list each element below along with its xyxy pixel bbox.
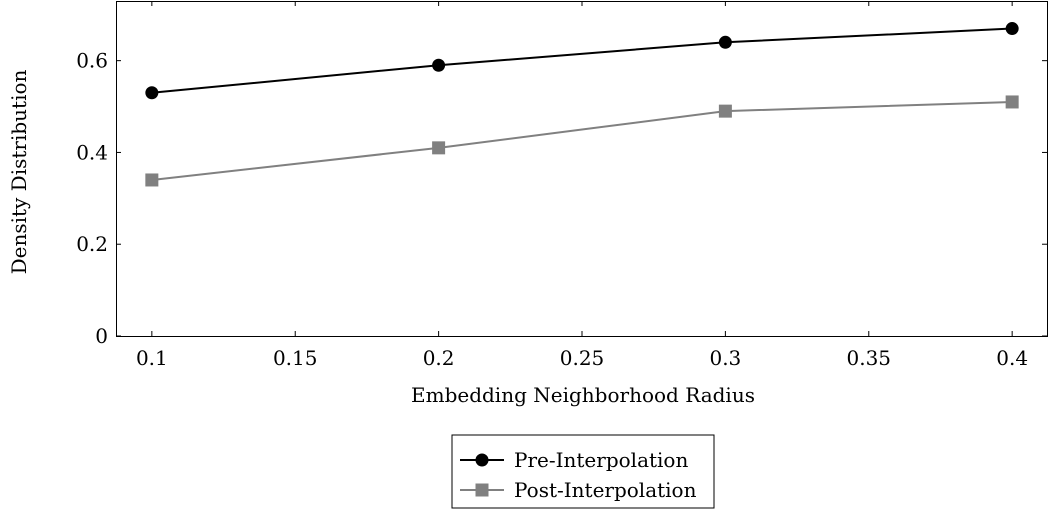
series-line-post-interpolation (151, 100, 1013, 181)
data-point-post-interpolation (432, 141, 446, 155)
legend-marker-post-interpolation (475, 483, 489, 497)
legend-entries: Pre-Interpolation Post-Interpolation (460, 448, 697, 502)
series-line-pre-interpolation (151, 27, 1013, 94)
legend: Pre-Interpolation Post-Interpolation (451, 434, 715, 509)
legend-box (451, 434, 715, 509)
plot-area: 0.1 0.15 0.2 0.25 0.3 0.35 0.4 0 0.2 0.4 0.6 (76, 1, 1048, 370)
x-tick-label: 0.25 (560, 346, 605, 370)
legend-label-pre-interpolation: Pre-Interpolation (514, 448, 688, 472)
x-tick-label: 0.1 (136, 346, 168, 370)
data-point-pre-interpolation (1005, 22, 1019, 36)
data-point-pre-interpolation (432, 58, 446, 72)
x-tick-label: 0.4 (996, 346, 1028, 370)
x-axis-title: Embedding Neighborhood Radius (411, 383, 755, 407)
y-axis-title: Density Distribution (7, 69, 31, 274)
data-point-post-interpolation (145, 173, 159, 187)
x-tick-label: 0.2 (423, 346, 455, 370)
data-point-post-interpolation (718, 104, 732, 118)
x-tick-label: 0.3 (709, 346, 741, 370)
data-point-pre-interpolation (718, 35, 732, 49)
y-tick-label: 0 (95, 324, 108, 348)
x-tick-label: 0.35 (847, 346, 892, 370)
x-tick-label: 0.15 (273, 346, 318, 370)
y-tick-label: 0.2 (76, 232, 108, 256)
data-point-pre-interpolation (145, 86, 159, 100)
y-tick-label: 0.4 (76, 140, 108, 164)
legend-marker-pre-interpolation (475, 453, 489, 467)
y-tick-label: 0.6 (76, 49, 108, 73)
data-point-post-interpolation (1005, 95, 1019, 109)
legend-label-post-interpolation: Post-Interpolation (514, 478, 697, 502)
